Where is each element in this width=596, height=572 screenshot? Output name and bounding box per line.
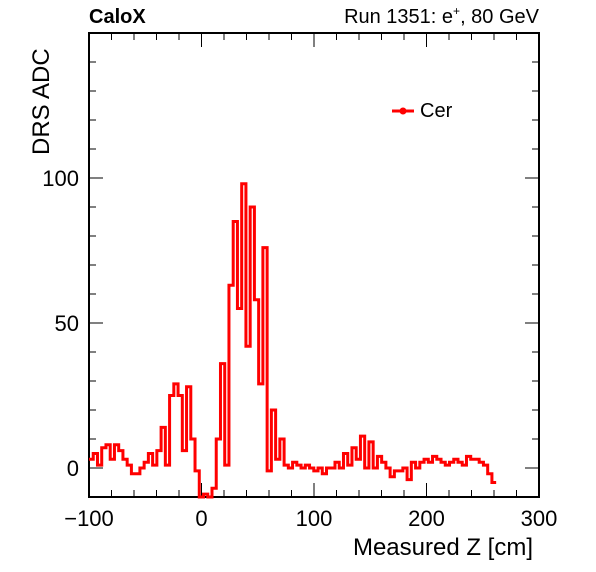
series-cer-histogram (89, 182, 497, 499)
run-info-superscript: + (453, 4, 461, 18)
chart-brand-label: CaloX (89, 6, 146, 28)
x-tick-label: 300 (521, 506, 558, 531)
legend (392, 107, 414, 115)
run-info-suffix: , 80 GeV (460, 6, 539, 28)
x-axis-title: Measured Z [cm] (352, 534, 533, 561)
x-tick-label: 100 (296, 506, 333, 531)
run-info-label: Run 1351: e+, 80 GeV (344, 4, 539, 29)
run-info-prefix: Run 1351: e (344, 6, 454, 28)
y-tick-label: 100 (42, 166, 79, 191)
y-tick-label: 50 (55, 311, 79, 336)
legend-marker (399, 107, 407, 115)
y-tick-label: 0 (67, 456, 79, 481)
x-tick-label: 200 (408, 506, 445, 531)
x-tick-label: −100 (64, 506, 114, 531)
y-axis-title: DRS ADC (28, 48, 55, 155)
plot-frame (88, 32, 540, 498)
x-tick-label: 0 (195, 506, 207, 531)
legend-entry-label: Cer (420, 100, 453, 122)
